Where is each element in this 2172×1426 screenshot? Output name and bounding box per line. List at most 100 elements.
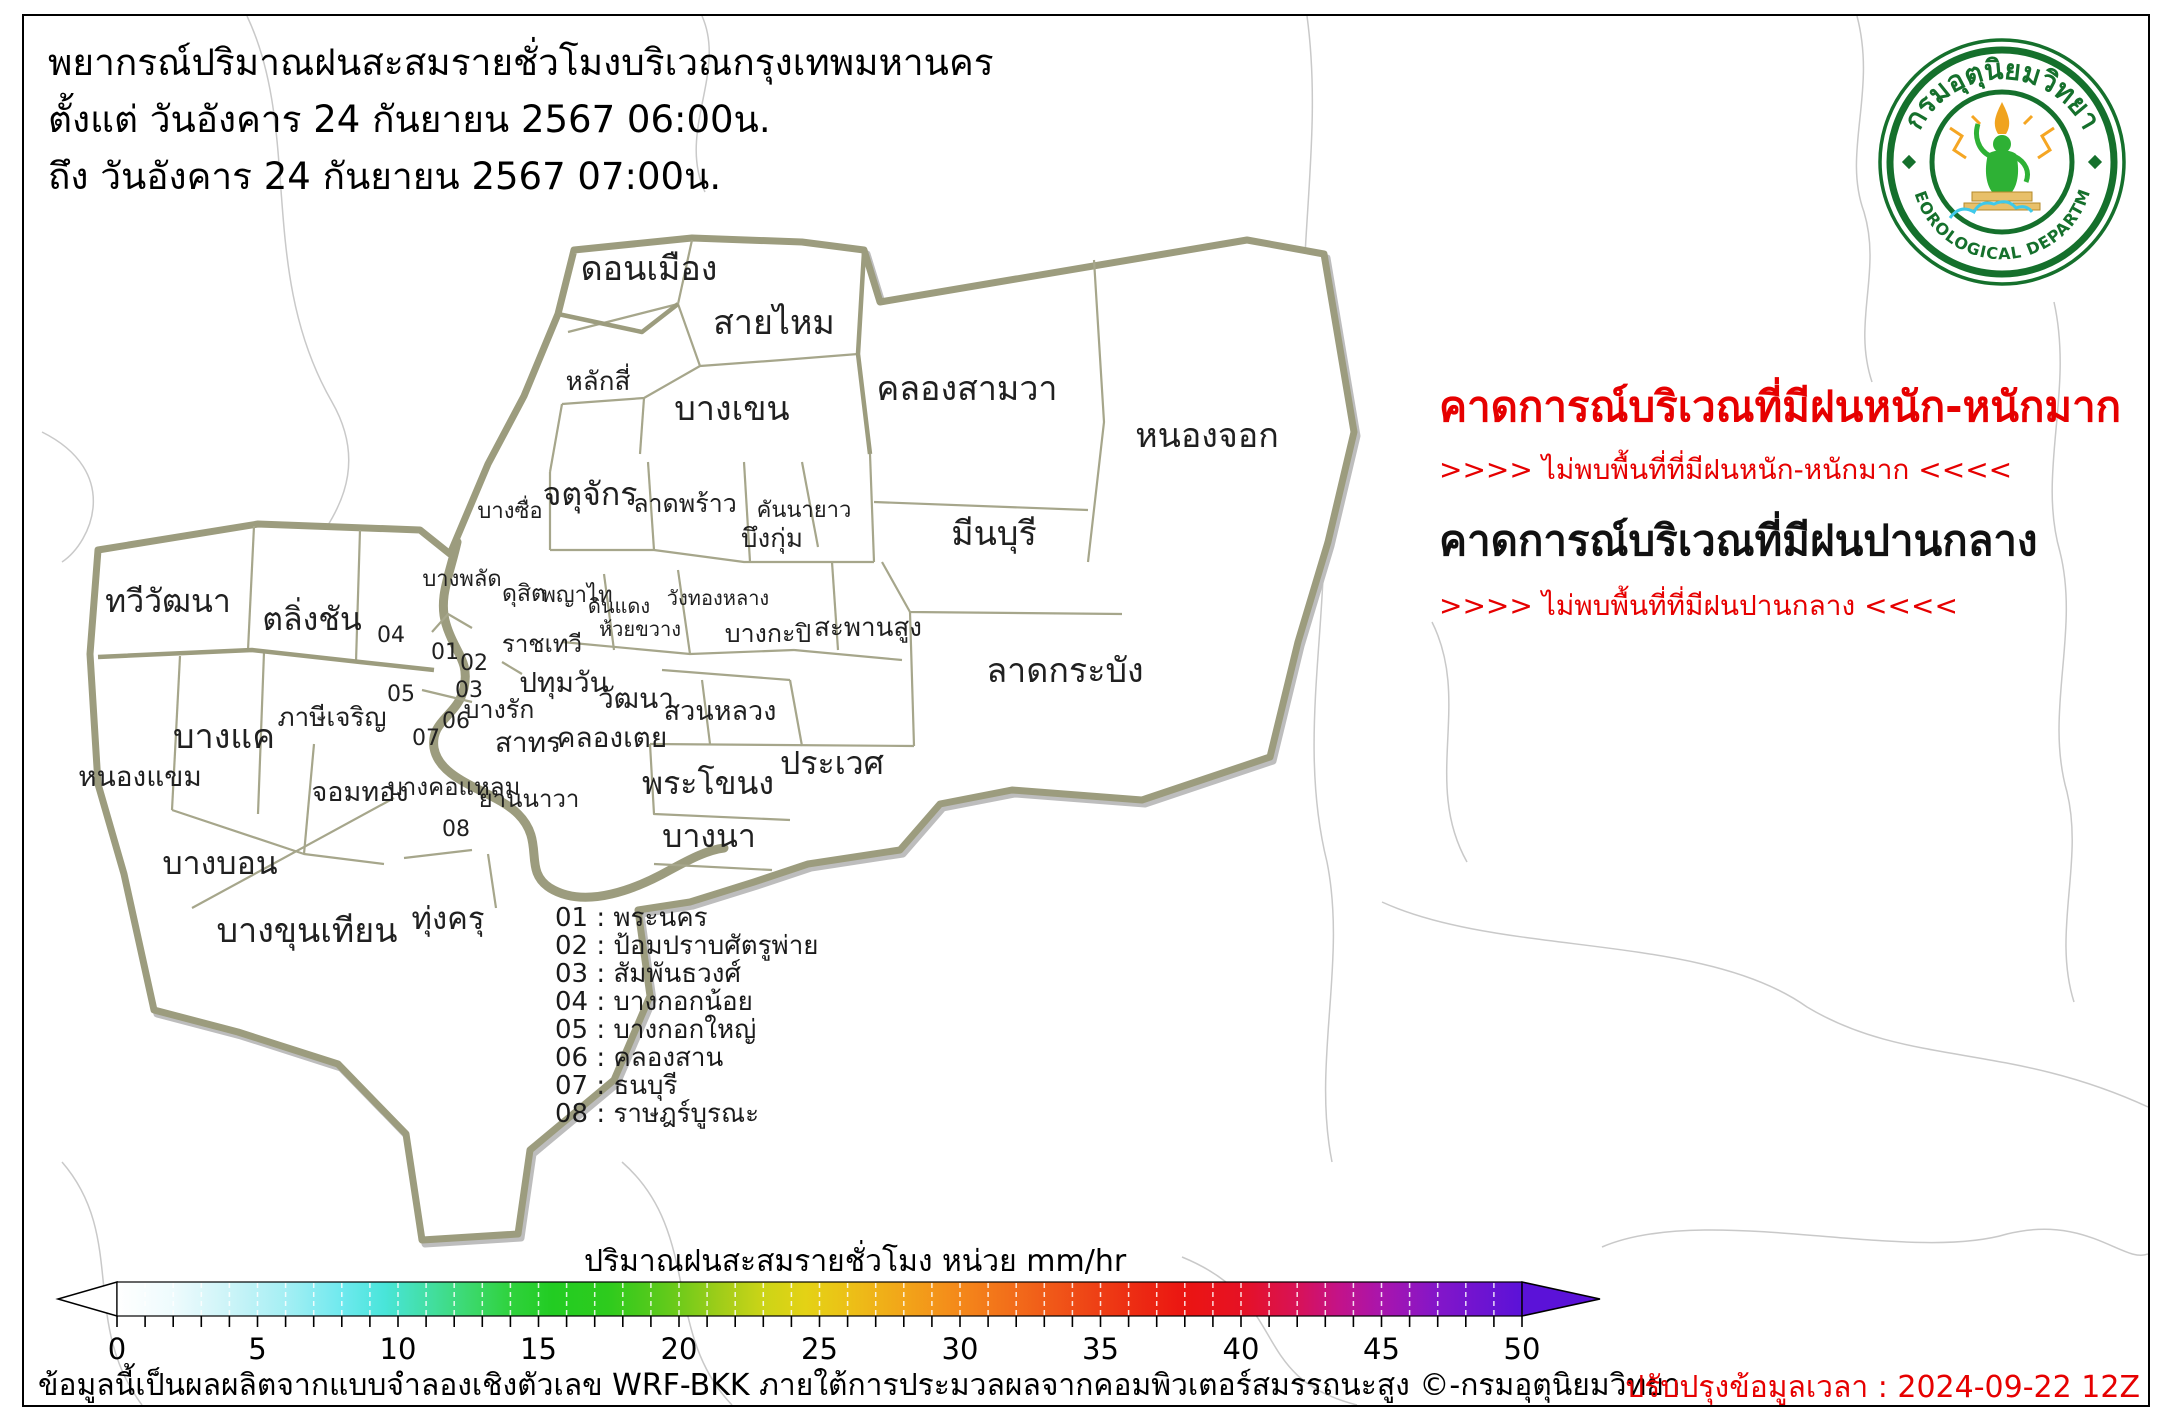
colorbar-tick-label: 40 <box>1223 1332 1260 1366</box>
district-label: บางแค <box>173 717 275 757</box>
district-label: 04 <box>377 623 405 648</box>
district-label: สวนหลวง <box>664 696 777 727</box>
legend-item: 08 : ราษฎร์บูรณะ <box>555 1099 760 1129</box>
colorbar-tick-label: 25 <box>801 1332 838 1366</box>
colorbar-tick-label: 0 <box>108 1332 126 1366</box>
district-label: 07 <box>412 726 440 751</box>
throne <box>1971 191 2033 202</box>
moderate-rain-detail: >>>> ไม่พบพื้นที่ที่มีฝนปานกลาง <<<< <box>1439 589 1958 622</box>
district-label: บางขุนเทียน <box>217 911 398 951</box>
colorbar-tick-labels: 0 5 10 15 20 25 30 35 40 45 50 <box>108 1332 1541 1366</box>
deity-body <box>1985 150 2019 192</box>
tmd-logo: กรมอุตุนิยมวิทยา METEOROLOGICAL DEPARTME… <box>1878 38 2126 286</box>
numbered-district-legend: 01 : พระนคร 02 : ป้อมปราบศัตรูพ่าย 03 : สั… <box>555 904 819 1128</box>
legend-item: 06 : คลองสาน <box>555 1043 724 1073</box>
district-label: ดอนเมือง <box>581 249 718 289</box>
district-label: บางนา <box>662 817 756 855</box>
district-label: สะพานสูง <box>814 613 922 643</box>
district-label: คลองสามวา <box>876 369 1057 409</box>
colorbar-tick-label: 15 <box>520 1332 557 1366</box>
deity-arm-right <box>2012 153 2030 183</box>
district-label: ภาษีเจริญ <box>277 703 386 733</box>
district-label: มีนบุรี <box>951 514 1037 554</box>
district-label: บางบอน <box>162 844 277 882</box>
legend-item: 03 : สัมพันธวงศ์ <box>555 959 741 989</box>
moderate-rain-heading: คาดการณ์บริเวณที่มีฝนปานกลาง <box>1439 516 2038 565</box>
heavy-rain-heading: คาดการณ์บริเวณที่มีฝนหนัก-หนักมาก <box>1439 382 2122 431</box>
district-label: หลักสี่ <box>566 363 631 397</box>
district-label: ลาดพร้าว <box>633 489 737 518</box>
crown-flame <box>1994 102 2010 134</box>
footer-update-time: ปรับปรุงข้อมูลเวลา : 2024-09-22 12Z <box>1625 1370 2140 1405</box>
district-label: ลาดกระบัง <box>986 651 1143 691</box>
forecast-start-time: ตั้งแต่ วันอังคาร 24 กันยายน 2567 06:00น… <box>48 98 771 141</box>
legend-item: 04 : บางกอกน้อย <box>555 987 753 1017</box>
colorbar-tick-label: 45 <box>1363 1332 1400 1366</box>
district-label: วัฒนา <box>598 682 674 715</box>
colorbar-tick-label: 10 <box>380 1332 417 1366</box>
district-label: วังทองหลาง <box>667 586 769 610</box>
district-label: พญาไท <box>541 582 612 608</box>
district-label: บางซื่อ <box>477 495 542 524</box>
colorbar: 0 5 10 15 20 25 30 35 40 45 50 <box>55 1281 1601 1366</box>
colorbar-right-arrow <box>1521 1281 1601 1317</box>
bangkok-outer-boundary <box>86 234 1358 1244</box>
district-label: ดุสิต <box>502 581 546 607</box>
background-lines <box>41 16 2148 1405</box>
legend-item: 02 : ป้อมปราบศัตรูพ่าย <box>555 931 819 961</box>
district-label: หนองแขม <box>78 760 202 793</box>
district-label: บางรัก <box>464 695 535 724</box>
district-label: คลองเตย <box>557 721 668 754</box>
district-label: จตุจักร <box>543 475 638 514</box>
district-boundaries <box>170 239 1123 909</box>
district-label: 06 <box>442 709 470 734</box>
colorbar-tick-label: 20 <box>661 1332 698 1366</box>
logo-ring <box>1886 46 2118 278</box>
lightning-rays <box>1949 114 2055 160</box>
colorbar-left-arrow <box>55 1281 118 1317</box>
colorbar-title: ปริมาณฝนสะสมรายชั่วโมง หน่วย mm/hr <box>584 1244 1127 1279</box>
deity-figure <box>1948 102 2055 219</box>
group-boundaries <box>97 251 873 673</box>
district-label: ห้วยขวาง <box>599 617 681 641</box>
district-label: 08 <box>442 817 470 842</box>
district-label: หนองจอก <box>1135 416 1279 456</box>
district-label: ตลิ่งชัน <box>262 597 362 638</box>
district-label: บางคอแหลม <box>388 773 521 801</box>
colorbar-tick-label: 30 <box>942 1332 979 1366</box>
district-label: สายไหม <box>713 303 835 343</box>
colorbar-tick-label: 35 <box>1082 1332 1119 1366</box>
legend-item: 01 : พระนคร <box>555 903 708 933</box>
title-block: พยากรณ์ปริมาณฝนสะสมรายชั่วโมงบริเวณกรุงเ… <box>48 34 994 205</box>
district-label: ปทุมวัน <box>519 666 609 700</box>
deity-arm-left <box>1974 123 1992 159</box>
deity-head <box>1993 135 2011 153</box>
legend-item: 05 : บางกอกใหญ่ <box>555 1015 757 1045</box>
forecast-end-time: ถึง วันอังคาร 24 กันยายน 2567 07:00น. <box>48 155 722 198</box>
district-label: ประเวศ <box>780 744 884 782</box>
clouds <box>1948 200 2034 219</box>
district-label: คันนายาว <box>757 498 852 523</box>
district-label: พระโขนง <box>642 764 774 802</box>
colorbar-tick-label: 50 <box>1504 1332 1541 1366</box>
district-label: 03 <box>455 678 483 703</box>
district-label: จอมทอง <box>311 777 408 808</box>
legend-item: 07 : ธนบุรี <box>555 1071 678 1101</box>
district-label: บางเขน <box>674 389 789 429</box>
district-label: บางกะปิ <box>725 619 812 648</box>
district-label: สาทร <box>495 726 561 759</box>
district-label: บางพลัด <box>422 567 501 592</box>
logo-star-left <box>1901 154 1917 170</box>
district-label: 01 <box>431 640 459 665</box>
footer-source-text: ข้อมูลนี้เป็นผลผลิตจากแบบจำลองเชิงตัวเลข… <box>38 1368 1681 1403</box>
district-label: ราชเทวี <box>502 630 582 658</box>
colorbar-tick-label: 5 <box>248 1332 266 1366</box>
district-label: ทุ่งครุ <box>412 901 485 938</box>
district-label: 05 <box>387 682 415 707</box>
page-title: พยากรณ์ปริมาณฝนสะสมรายชั่วโมงบริเวณกรุงเ… <box>48 41 994 84</box>
chao-phraya-river <box>429 537 729 902</box>
heavy-rain-detail: >>>> ไม่พบพื้นที่ที่มีฝนหนัก-หนักมาก <<<… <box>1439 453 2013 486</box>
colorbar-ticks <box>116 1316 1523 1327</box>
